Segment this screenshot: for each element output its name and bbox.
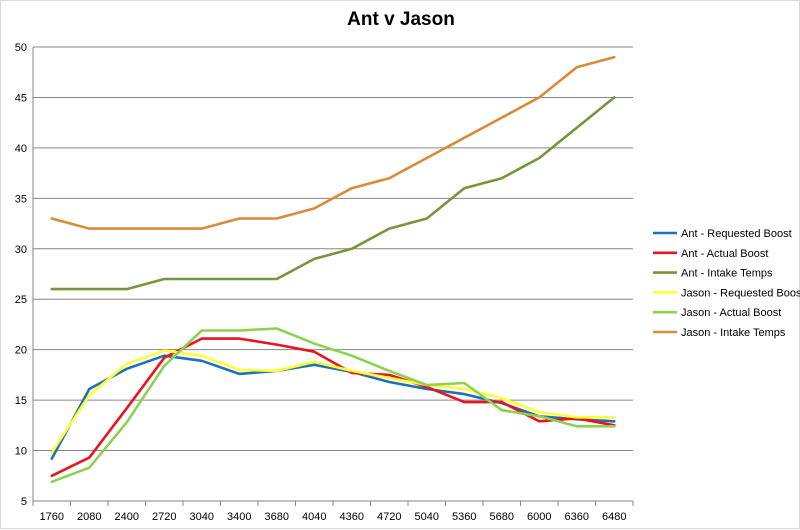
chart-title: Ant v Jason bbox=[347, 9, 455, 30]
legend-label: Jason - Intake Temps bbox=[681, 327, 786, 339]
legend-label: Ant - Requested Boost bbox=[681, 228, 792, 240]
x-tick-label: 6360 bbox=[565, 511, 589, 523]
y-tick-label: 30 bbox=[15, 244, 27, 256]
x-tick-label: 3680 bbox=[265, 511, 289, 523]
x-tick-label: 3040 bbox=[190, 511, 214, 523]
x-tick-label: 2720 bbox=[152, 511, 176, 523]
axes: 5 10 15 20 25 30 35 40 45 50 1760 2080 2400 2720 3040 3… bbox=[15, 42, 634, 523]
y-tick-label: 50 bbox=[15, 42, 27, 54]
x-tick-label: 2400 bbox=[115, 511, 139, 523]
series-line-4 bbox=[50, 349, 616, 454]
y-tick-label: 15 bbox=[15, 395, 27, 407]
legend-label: Ant - Actual Boost bbox=[681, 248, 768, 260]
x-tick-label: 5680 bbox=[490, 511, 514, 523]
legend-label: Jason - Requested Boost bbox=[681, 287, 800, 299]
y-tick-label: 10 bbox=[15, 446, 27, 458]
x-tick-label: 3400 bbox=[227, 511, 251, 523]
y-tick-label: 25 bbox=[15, 294, 27, 306]
x-tick-label: 4360 bbox=[340, 511, 364, 523]
x-tick-label: 5360 bbox=[452, 511, 476, 523]
y-tick-label: 45 bbox=[15, 92, 27, 104]
y-tick-label: 5 bbox=[21, 496, 27, 508]
gridlines bbox=[33, 46, 633, 502]
y-tick-label: 20 bbox=[15, 345, 27, 357]
x-tick-label: 1760 bbox=[40, 511, 64, 523]
legend-label: Jason - Actual Boost bbox=[681, 307, 781, 319]
series-line-2 bbox=[50, 337, 616, 478]
x-tick-label: 4040 bbox=[302, 511, 326, 523]
series-line-5 bbox=[50, 327, 616, 484]
x-tick-label: 6480 bbox=[602, 511, 626, 523]
legend-label: Ant - Intake Temps bbox=[681, 268, 773, 280]
y-tick-label: 40 bbox=[15, 143, 27, 155]
x-tick-label: 5040 bbox=[415, 511, 439, 523]
x-tick-label: 4720 bbox=[377, 511, 401, 523]
legend: Ant - Requested Boost Ant - Actual Boost A… bbox=[653, 228, 800, 339]
series-line-1 bbox=[50, 354, 616, 460]
series-line-6 bbox=[50, 55, 616, 230]
x-tick-label: 2080 bbox=[77, 511, 101, 523]
series-lines bbox=[50, 55, 616, 484]
series-line-3 bbox=[50, 96, 616, 291]
y-tick-label: 35 bbox=[15, 193, 27, 205]
x-tick-label: 6000 bbox=[527, 511, 551, 523]
